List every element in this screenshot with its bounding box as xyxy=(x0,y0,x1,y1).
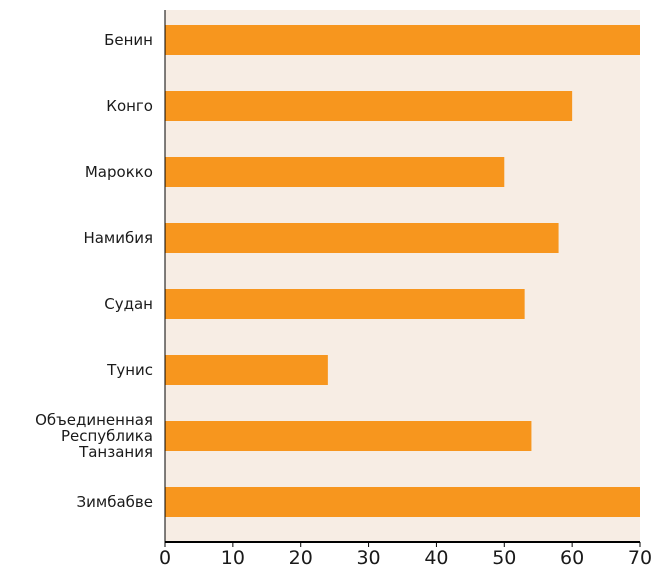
bar xyxy=(165,355,328,385)
category-label: Бенин xyxy=(104,31,153,49)
category-label: Зимбабве xyxy=(77,493,153,511)
category-label: Намибия xyxy=(83,229,153,247)
x-tick-label: 20 xyxy=(289,547,313,567)
x-tick-label: 70 xyxy=(628,547,652,567)
category-label-line: Объединенная xyxy=(35,411,153,429)
category-labels: Бенин Конго Марокко Намибия Судан Тунис Объеди… xyxy=(35,31,153,511)
x-tick-label: 30 xyxy=(356,547,380,567)
x-tick-label: 50 xyxy=(492,547,516,567)
category-label: Судан xyxy=(104,295,153,313)
x-tick-label: 10 xyxy=(221,547,245,567)
bar xyxy=(165,157,505,187)
x-tick-label: 0 xyxy=(159,547,171,567)
bar xyxy=(165,91,573,121)
category-label-line: Бенин xyxy=(104,31,153,49)
category-label-line: Танзания xyxy=(78,443,153,461)
category-label-line: Конго xyxy=(106,97,153,115)
category-label: Тунис xyxy=(106,361,153,379)
category-label-line: Республика xyxy=(61,427,153,445)
category-label-line: Намибия xyxy=(83,229,153,247)
category-label-line: Судан xyxy=(104,295,153,313)
plot-background xyxy=(165,10,640,542)
bar xyxy=(165,487,640,517)
category-label: Марокко xyxy=(85,163,153,181)
bar xyxy=(165,421,532,451)
bar xyxy=(165,25,640,55)
category-label-line: Марокко xyxy=(85,163,153,181)
x-tick-label: 60 xyxy=(560,547,584,567)
category-label: Объединенная Республика Танзания xyxy=(35,411,153,461)
category-label-line: Зимбабве xyxy=(77,493,153,511)
bar xyxy=(165,289,525,319)
category-label-line: Тунис xyxy=(106,361,153,379)
bar xyxy=(165,223,559,253)
x-tick-label: 40 xyxy=(424,547,448,567)
category-label: Конго xyxy=(106,97,153,115)
bars-group xyxy=(165,25,640,517)
x-axis-ticks: 0 10 20 30 40 50 60 70 xyxy=(159,542,652,567)
